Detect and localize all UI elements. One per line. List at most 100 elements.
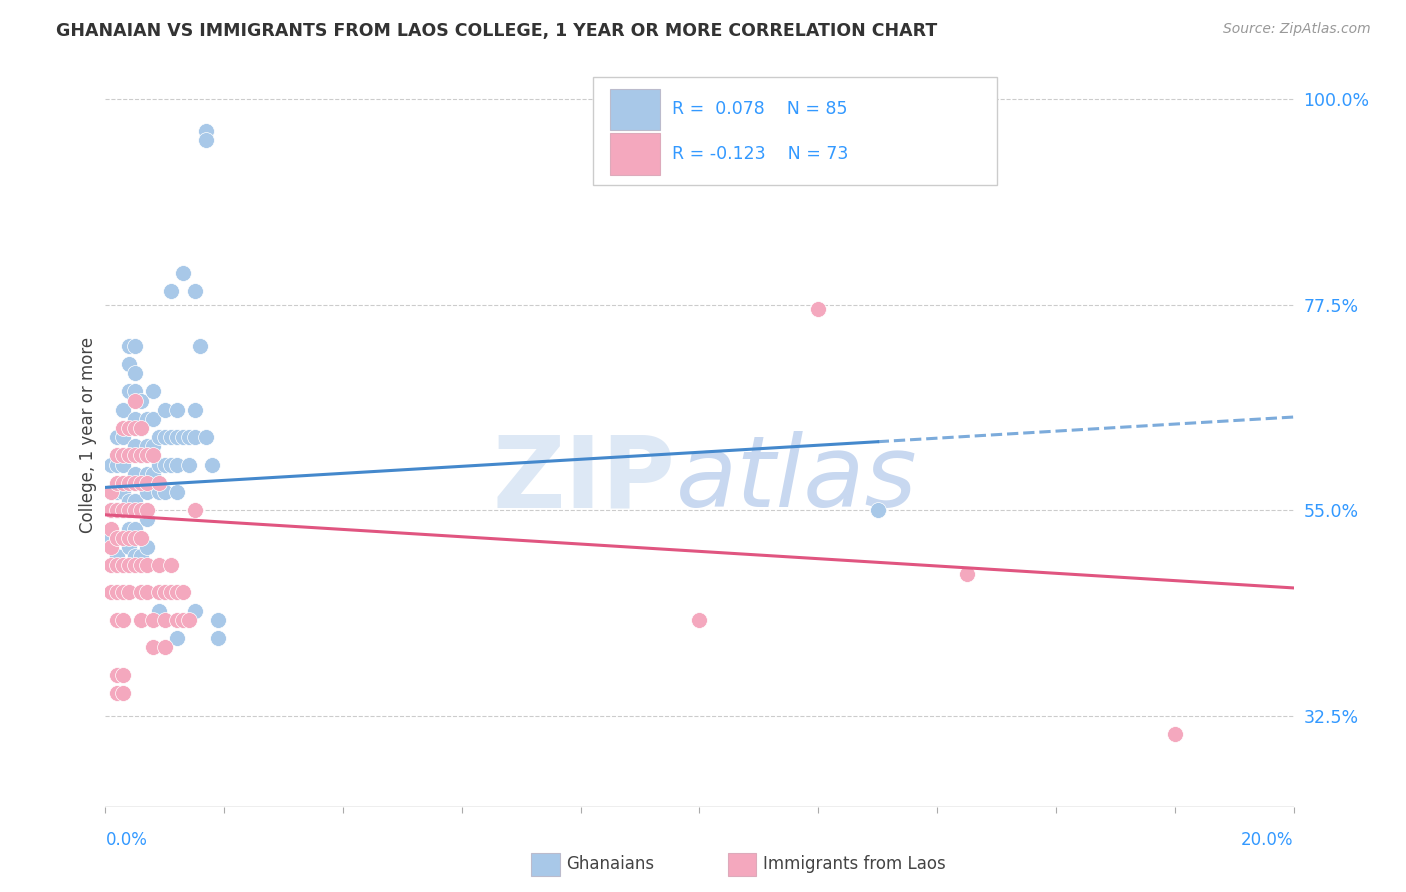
Point bbox=[129, 449, 152, 463]
Point bbox=[195, 430, 218, 444]
Point bbox=[105, 686, 128, 700]
Point bbox=[148, 485, 170, 500]
Point bbox=[172, 430, 194, 444]
Point bbox=[166, 430, 188, 444]
Point bbox=[112, 558, 135, 572]
Point bbox=[689, 613, 711, 627]
Point bbox=[112, 667, 135, 681]
Point bbox=[183, 284, 205, 298]
Point bbox=[129, 421, 152, 435]
Text: R =  0.078    N = 85: R = 0.078 N = 85 bbox=[672, 101, 848, 119]
Point bbox=[124, 503, 146, 517]
Point bbox=[136, 540, 159, 554]
Point bbox=[124, 384, 146, 399]
Point bbox=[172, 585, 194, 599]
Point bbox=[166, 402, 188, 417]
Point bbox=[124, 421, 146, 435]
Point bbox=[118, 421, 141, 435]
Point bbox=[129, 531, 152, 545]
Text: Ghanaians: Ghanaians bbox=[567, 855, 655, 873]
Point bbox=[166, 613, 188, 627]
Point bbox=[136, 439, 159, 453]
Point bbox=[195, 133, 218, 147]
Point bbox=[129, 421, 152, 435]
Point bbox=[153, 485, 176, 500]
Point bbox=[100, 585, 122, 599]
Point bbox=[124, 449, 146, 463]
Point bbox=[207, 613, 229, 627]
Point bbox=[100, 531, 122, 545]
Point bbox=[124, 439, 146, 453]
Point bbox=[148, 475, 170, 490]
Point bbox=[129, 475, 152, 490]
Point bbox=[177, 458, 200, 472]
Point bbox=[112, 503, 135, 517]
Point bbox=[956, 567, 979, 582]
Point bbox=[105, 503, 128, 517]
Point bbox=[112, 503, 135, 517]
Text: ZIP: ZIP bbox=[494, 431, 676, 528]
Point bbox=[105, 485, 128, 500]
Point bbox=[148, 458, 170, 472]
Point bbox=[100, 458, 122, 472]
Point bbox=[1164, 727, 1187, 741]
Point bbox=[105, 667, 128, 681]
Point bbox=[166, 458, 188, 472]
Point bbox=[195, 124, 218, 138]
Point bbox=[118, 357, 141, 371]
Text: 0.0%: 0.0% bbox=[105, 831, 148, 849]
Point bbox=[183, 604, 205, 618]
Point bbox=[183, 402, 205, 417]
Point bbox=[105, 531, 128, 545]
Point bbox=[159, 430, 181, 444]
Point bbox=[118, 585, 141, 599]
Point bbox=[153, 640, 176, 655]
Point bbox=[807, 302, 830, 317]
Point bbox=[129, 475, 152, 490]
Point bbox=[866, 503, 889, 517]
Point bbox=[172, 613, 194, 627]
Point bbox=[136, 412, 159, 426]
Point bbox=[100, 485, 122, 500]
Point bbox=[112, 558, 135, 572]
Point bbox=[183, 503, 205, 517]
Point bbox=[100, 558, 122, 572]
Text: GHANAIAN VS IMMIGRANTS FROM LAOS COLLEGE, 1 YEAR OR MORE CORRELATION CHART: GHANAIAN VS IMMIGRANTS FROM LAOS COLLEGE… bbox=[56, 22, 938, 40]
FancyBboxPatch shape bbox=[610, 88, 661, 130]
Point bbox=[100, 540, 122, 554]
Point bbox=[142, 439, 165, 453]
Point bbox=[129, 503, 152, 517]
Point bbox=[129, 449, 152, 463]
Point bbox=[118, 475, 141, 490]
Point bbox=[201, 458, 224, 472]
Point bbox=[112, 531, 135, 545]
Point bbox=[112, 613, 135, 627]
Point bbox=[124, 475, 146, 490]
Point bbox=[112, 402, 135, 417]
Point bbox=[153, 613, 176, 627]
Point bbox=[159, 458, 181, 472]
Text: Source: ZipAtlas.com: Source: ZipAtlas.com bbox=[1223, 22, 1371, 37]
Point bbox=[105, 503, 128, 517]
Point bbox=[118, 503, 141, 517]
Point bbox=[124, 549, 146, 563]
Point bbox=[153, 402, 176, 417]
Point bbox=[118, 558, 141, 572]
Point bbox=[166, 631, 188, 645]
Point bbox=[118, 449, 141, 463]
Point bbox=[136, 449, 159, 463]
Point bbox=[136, 512, 159, 526]
Text: 20.0%: 20.0% bbox=[1241, 831, 1294, 849]
Point bbox=[136, 558, 159, 572]
Point bbox=[136, 585, 159, 599]
Point bbox=[112, 449, 135, 463]
Point bbox=[159, 558, 181, 572]
Point bbox=[129, 558, 152, 572]
Point bbox=[148, 558, 170, 572]
Point bbox=[129, 549, 152, 563]
Point bbox=[172, 266, 194, 280]
Point bbox=[100, 503, 122, 517]
Point bbox=[118, 522, 141, 536]
Point bbox=[112, 475, 135, 490]
Point bbox=[118, 494, 141, 508]
